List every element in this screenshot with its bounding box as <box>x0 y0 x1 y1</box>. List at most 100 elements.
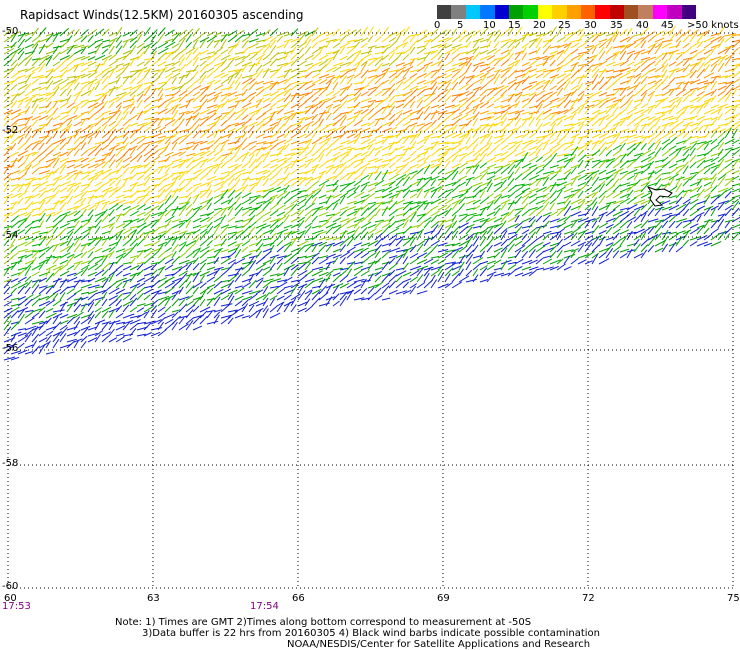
wind-barb <box>192 270 202 277</box>
wind-barb <box>10 119 19 127</box>
wind-barb <box>535 168 545 175</box>
wind-barb <box>164 318 174 325</box>
wind-barb <box>430 256 440 259</box>
wind-barb <box>500 155 509 163</box>
wind-barb <box>192 78 201 85</box>
wind-barb <box>591 206 599 217</box>
wind-barb <box>101 252 113 259</box>
wind-barb <box>682 89 692 97</box>
wind-barb <box>339 94 349 103</box>
wind-barb <box>80 118 87 127</box>
wind-barb <box>416 129 423 139</box>
wind-barb <box>101 66 113 73</box>
wind-barb <box>220 269 229 277</box>
wind-barb <box>115 235 123 247</box>
wind-barb <box>724 45 732 55</box>
wind-barb <box>94 199 106 205</box>
wind-barb <box>640 142 647 151</box>
wind-barb <box>353 146 366 151</box>
wind-barb <box>353 206 362 217</box>
wind-barb <box>640 92 647 103</box>
wind-barb <box>283 113 294 121</box>
wind-barb <box>17 296 26 301</box>
wind-barb <box>661 183 671 187</box>
wind-barb <box>94 289 106 295</box>
wind-barb <box>584 192 596 199</box>
wind-barb <box>164 135 174 145</box>
wind-barb <box>535 46 541 55</box>
wind-barb <box>38 165 51 169</box>
wind-barb <box>10 109 22 115</box>
wind-barb <box>87 293 96 301</box>
wind-barb <box>157 189 166 199</box>
wind-barb <box>199 213 211 217</box>
wind-barb <box>640 199 651 205</box>
wind-barb <box>38 310 46 319</box>
wind-barb <box>10 157 18 169</box>
wind-barb <box>87 277 96 283</box>
wind-barb <box>486 135 493 145</box>
wind-barb <box>675 51 685 55</box>
wind-barb <box>710 104 720 109</box>
wind-barb <box>10 113 21 121</box>
wind-barb <box>388 52 396 61</box>
wind-barb <box>304 54 314 61</box>
wind-barb <box>213 148 224 157</box>
wind-barb <box>185 309 194 319</box>
wind-barb <box>66 44 75 55</box>
wind-barb <box>584 117 594 127</box>
wind-barb <box>94 101 104 109</box>
wind-barb <box>234 168 246 175</box>
wind-barb <box>577 28 584 37</box>
wind-barb <box>283 301 294 307</box>
wind-barb <box>500 117 508 127</box>
wind-barb <box>402 215 411 223</box>
wind-barb <box>325 202 334 211</box>
wind-barb <box>136 124 145 133</box>
wind-barb <box>451 124 458 133</box>
wind-barb <box>472 185 481 193</box>
wind-barb <box>87 337 98 343</box>
wind-barb <box>535 99 544 109</box>
wind-barb <box>311 96 319 103</box>
wind-barb <box>367 112 377 121</box>
wind-barb <box>185 69 192 79</box>
wind-barb <box>94 264 103 271</box>
wind-barb <box>80 90 92 97</box>
wind-barb <box>367 68 378 73</box>
wind-barb <box>717 200 730 205</box>
wind-barb <box>192 286 199 295</box>
wind-barb <box>115 204 124 211</box>
wind-barb <box>206 51 216 55</box>
wind-barb <box>486 199 496 205</box>
wind-barb <box>255 160 263 169</box>
wind-barb <box>640 56 651 61</box>
wind-barb <box>24 53 33 61</box>
wind-barb <box>122 304 130 313</box>
wind-barb <box>220 54 231 61</box>
wind-barb <box>430 76 440 85</box>
wind-barb <box>647 137 655 145</box>
wind-barb <box>73 320 81 331</box>
wind-barb <box>59 252 71 259</box>
wind-barb <box>710 32 721 37</box>
wind-barb <box>143 102 152 109</box>
wind-barb <box>87 122 97 127</box>
wind-barb <box>115 305 123 313</box>
wind-barb <box>199 158 209 163</box>
wind-barb <box>724 107 733 115</box>
wind-barb <box>360 252 370 259</box>
wind-barb <box>598 258 610 265</box>
wind-barb <box>535 103 543 115</box>
wind-barb <box>661 160 671 169</box>
wind-barb <box>227 261 236 271</box>
wind-barb <box>353 134 361 145</box>
wind-barb <box>465 62 472 73</box>
wind-barb <box>150 183 160 187</box>
wind-barb <box>164 215 175 223</box>
wind-barb <box>213 280 223 289</box>
wind-barb <box>234 39 241 49</box>
wind-barb <box>31 183 41 187</box>
wind-barb <box>563 249 574 253</box>
wind-barb <box>94 93 105 97</box>
